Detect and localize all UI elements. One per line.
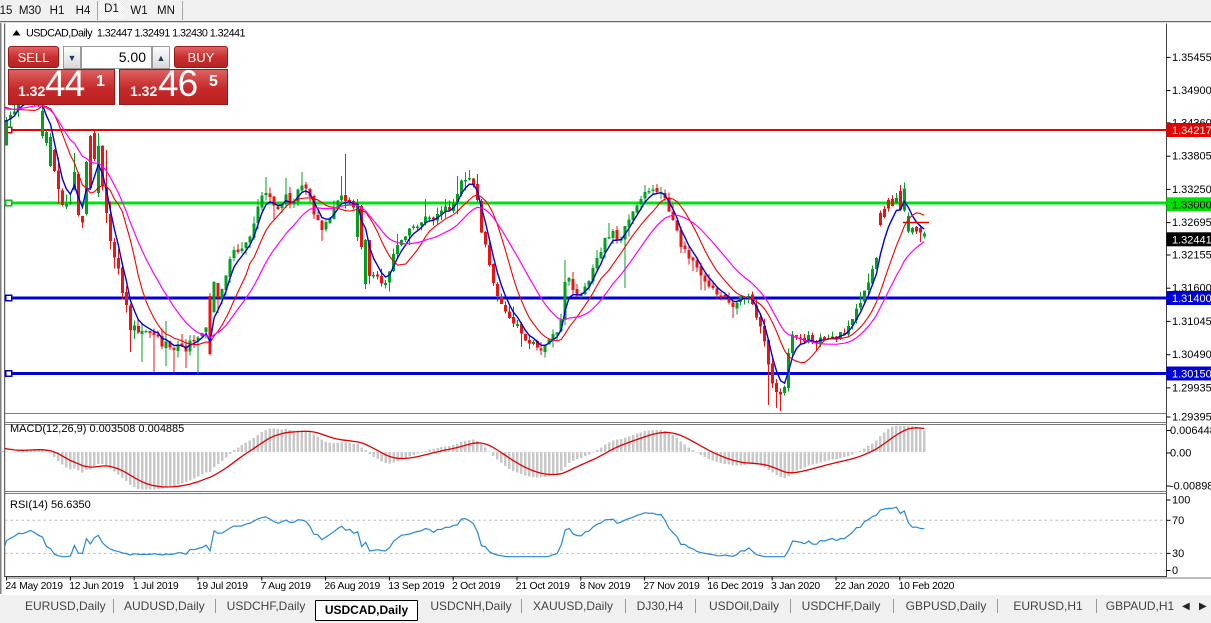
- svg-text:19 Jul 2019: 19 Jul 2019: [197, 581, 248, 592]
- svg-text:1.32695: 1.32695: [1172, 217, 1211, 229]
- svg-text:1.35455: 1.35455: [1172, 52, 1211, 64]
- svg-text:22 Jan 2020: 22 Jan 2020: [835, 581, 890, 592]
- svg-text:1.31045: 1.31045: [1172, 316, 1211, 328]
- svg-text:0.006448: 0.006448: [1170, 425, 1211, 437]
- svg-text:1.33250: 1.33250: [1172, 184, 1211, 196]
- svg-text:26 Aug 2019: 26 Aug 2019: [324, 581, 380, 592]
- svg-text:1.33000: 1.33000: [1172, 199, 1211, 211]
- svg-text:1 Jul 2019: 1 Jul 2019: [133, 581, 179, 592]
- svg-text:70: 70: [1172, 515, 1184, 527]
- svg-text:0: 0: [1172, 565, 1178, 577]
- svg-text:0.00: 0.00: [1170, 448, 1191, 460]
- svg-text:-0.008982: -0.008982: [1170, 481, 1211, 493]
- svg-text:1.29395: 1.29395: [1172, 412, 1211, 424]
- svg-text:1.29935: 1.29935: [1172, 382, 1211, 394]
- svg-text:1.30490: 1.30490: [1172, 349, 1211, 361]
- svg-text:21 Oct 2019: 21 Oct 2019: [516, 581, 570, 592]
- svg-text:2 Oct 2019: 2 Oct 2019: [452, 581, 501, 592]
- svg-text:1.32155: 1.32155: [1172, 250, 1211, 262]
- svg-text:16 Dec 2019: 16 Dec 2019: [707, 581, 764, 592]
- svg-text:30: 30: [1172, 548, 1184, 560]
- svg-text:100: 100: [1172, 495, 1190, 507]
- svg-text:7 Aug 2019: 7 Aug 2019: [261, 581, 312, 592]
- svg-text:1.34217: 1.34217: [1172, 125, 1211, 137]
- svg-text:12 Jun 2019: 12 Jun 2019: [69, 581, 124, 592]
- svg-text:1.32441: 1.32441: [1172, 234, 1211, 246]
- svg-text:13 Sep 2019: 13 Sep 2019: [388, 581, 445, 592]
- svg-text:8 Nov 2019: 8 Nov 2019: [580, 581, 631, 592]
- svg-text:1.33805: 1.33805: [1172, 151, 1211, 163]
- svg-text:3 Jan 2020: 3 Jan 2020: [771, 581, 820, 592]
- svg-text:RSI(14) 56.6350: RSI(14) 56.6350: [10, 499, 91, 511]
- svg-text:10 Feb 2020: 10 Feb 2020: [899, 581, 955, 592]
- svg-text:MACD(12,26,9) 0.003508 0.00488: MACD(12,26,9) 0.003508 0.004885: [10, 423, 184, 435]
- svg-text:1.34900: 1.34900: [1172, 85, 1211, 97]
- svg-text:1.30150: 1.30150: [1172, 369, 1211, 381]
- svg-text:27 Nov 2019: 27 Nov 2019: [643, 581, 700, 592]
- svg-text:24 May 2019: 24 May 2019: [5, 581, 63, 592]
- svg-text:USDCAD,Daily 1.32447 1.32491: USDCAD,Daily 1.32447 1.32491 1.32430 1.3…: [26, 28, 245, 40]
- svg-text:1.31400: 1.31400: [1172, 293, 1211, 305]
